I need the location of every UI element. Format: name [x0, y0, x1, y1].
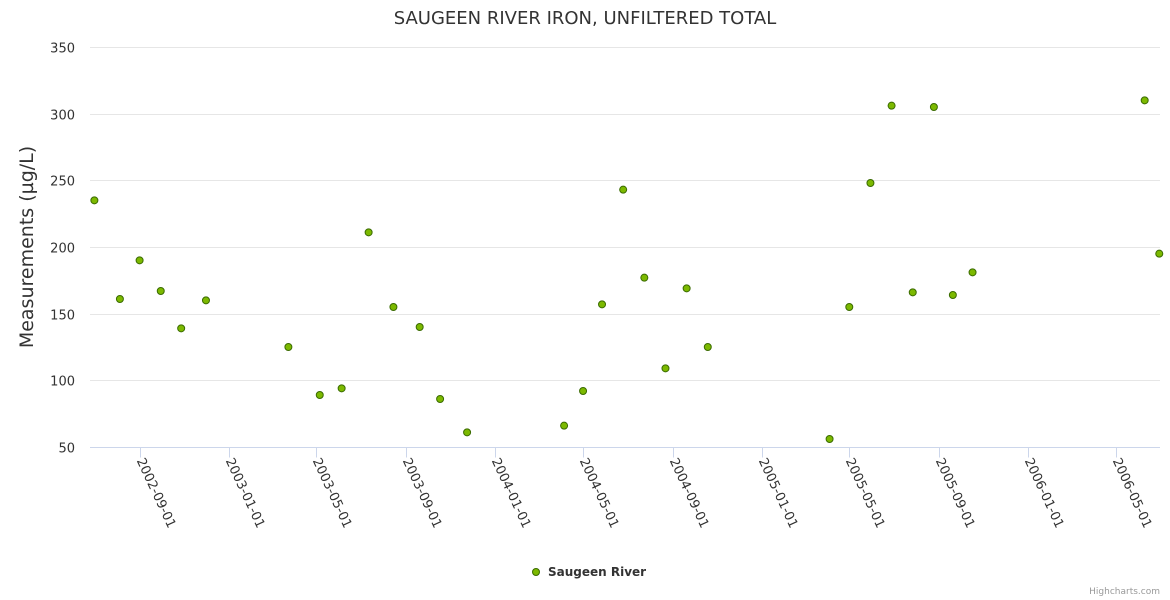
data-point [337, 384, 346, 393]
data-points [90, 96, 1164, 443]
y-axis-label: Measurements (µg/L) [16, 146, 38, 348]
data-point [682, 284, 691, 293]
y-tick-label: 250 [50, 175, 75, 190]
y-tick-label: 100 [50, 375, 75, 390]
data-point [929, 103, 938, 111]
data-point [1140, 96, 1149, 105]
data-point [389, 303, 398, 311]
legend-label[interactable]: Saugeen River [548, 565, 646, 579]
data-point [415, 323, 424, 331]
data-point [115, 295, 124, 303]
data-point [948, 291, 957, 299]
y-tick-label: 300 [50, 109, 75, 124]
data-point [968, 268, 977, 277]
data-point [463, 428, 472, 437]
data-point [579, 387, 588, 395]
credits-link[interactable]: Highcharts.com [1089, 587, 1160, 597]
data-point [90, 196, 99, 205]
legend-marker [532, 568, 540, 576]
data-point [436, 395, 445, 403]
data-point [177, 324, 186, 333]
data-point [364, 228, 373, 237]
y-tick-label: 150 [50, 309, 75, 324]
y-tick-label: 200 [50, 242, 75, 257]
data-point [315, 391, 324, 399]
data-point [866, 179, 875, 187]
chart-title: SAUGEEN RIVER IRON, UNFILTERED TOTAL [394, 8, 777, 29]
data-point [156, 287, 165, 295]
data-point [845, 303, 854, 311]
data-point [1155, 249, 1164, 258]
data-point [640, 273, 649, 282]
y-axis-ticks: 50 100 150 200 250 300 350 [50, 42, 75, 457]
data-point [825, 435, 834, 443]
data-point [703, 343, 712, 351]
y-tick-label: 350 [50, 42, 75, 57]
data-point [560, 421, 569, 430]
gridlines [90, 47, 1160, 381]
data-point [598, 300, 607, 309]
data-point [887, 101, 896, 110]
data-point [135, 256, 144, 265]
data-point [908, 288, 917, 297]
data-point [284, 343, 293, 351]
y-tick-label: 50 [58, 442, 75, 457]
data-point [619, 185, 628, 194]
legend[interactable]: Saugeen River [532, 565, 647, 579]
data-point [661, 364, 670, 373]
data-point [201, 296, 210, 305]
